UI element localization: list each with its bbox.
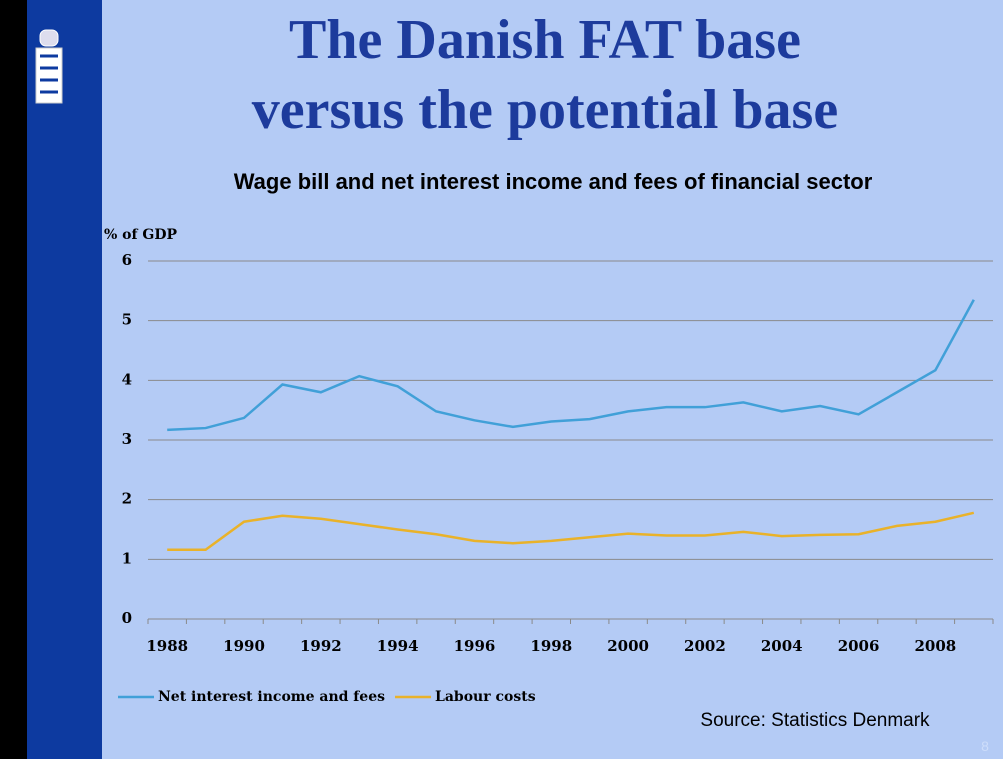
side-bar [27, 0, 102, 759]
x-tick-label: 2004 [761, 637, 803, 655]
logo [35, 29, 63, 104]
x-tick-label: 2008 [915, 637, 957, 655]
y-tick-label: 6 [122, 251, 132, 269]
legend-label: Labour costs [435, 689, 536, 705]
y-tick-label: 1 [122, 549, 132, 567]
x-tick-label: 2006 [838, 637, 880, 655]
line-series [167, 511, 975, 552]
x-tick-label: 2002 [684, 637, 726, 655]
y-tick-label: 5 [122, 311, 132, 329]
y-tick-label: 2 [122, 490, 132, 508]
x-tick-label: 1994 [377, 637, 419, 655]
source: Source: Statistics Denmark [700, 710, 930, 731]
x-tick-label: 1990 [223, 637, 265, 655]
title-line: The Danish FAT base [289, 9, 801, 71]
slide-number: 8 [981, 738, 989, 754]
left-strip [0, 0, 27, 759]
chart-title: Wage bill and net interest income and fe… [234, 169, 873, 194]
x-tick-label: 1992 [300, 637, 342, 655]
title-line: versus the potential base [252, 79, 838, 141]
y-axis-label: % of GDP [104, 227, 178, 243]
y-tick-label: 0 [122, 609, 132, 627]
x-tick-label: 2000 [607, 637, 649, 655]
x-tick-label: 1998 [530, 637, 572, 655]
x-tick-label: 1988 [146, 637, 188, 655]
line-series [167, 299, 975, 432]
legend-label: Net interest income and fees [158, 689, 385, 705]
x-tick-label: 1996 [454, 637, 496, 655]
y-tick-label: 3 [122, 430, 132, 448]
y-tick-label: 4 [122, 370, 132, 388]
